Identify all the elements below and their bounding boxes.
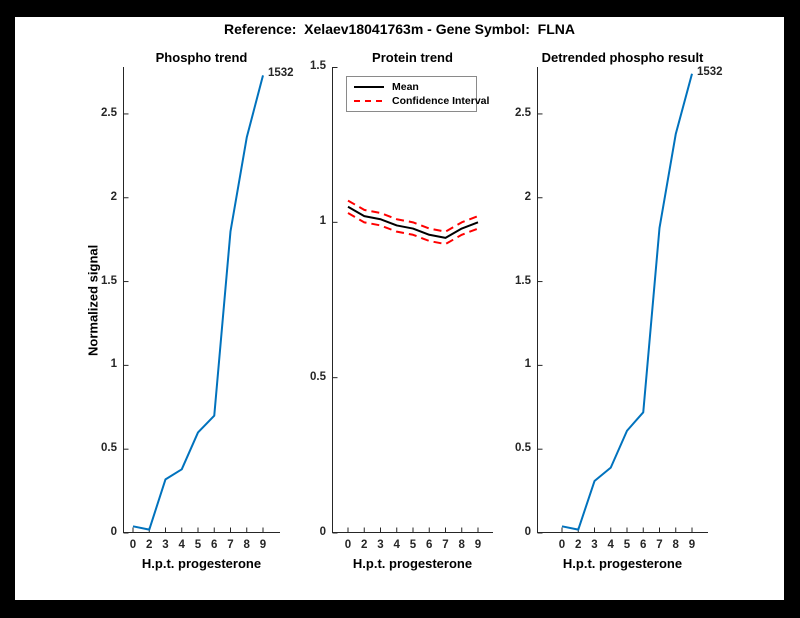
x-tick-label: 3 xyxy=(162,539,169,551)
x-tick-label: 4 xyxy=(607,539,614,551)
figure-title: Reference: Xelaev18041763m - Gene Symbol… xyxy=(224,21,575,37)
x-axis-label: H.p.t. progesterone xyxy=(141,556,262,571)
y-axis-label: Normalized signal xyxy=(85,244,101,356)
x-tick-label: 4 xyxy=(178,539,185,551)
x-tick-label: 0 xyxy=(344,539,352,551)
y-tick-label: 1 xyxy=(110,358,117,371)
y-tick-label: 0 xyxy=(319,526,326,538)
subplot-detrended-phospho: Detrended phospho result H.p.t. progeste… xyxy=(515,50,723,571)
y-tick-label: 0 xyxy=(524,526,531,538)
x-tick-label: 5 xyxy=(623,539,631,551)
plot-area xyxy=(123,67,280,534)
subplot-phospho-trend: Phospho trend Normalized signal H.p.t. p… xyxy=(86,50,294,571)
x-tick-label: 9 xyxy=(474,539,482,551)
plot-area xyxy=(537,67,708,534)
subplot-title: Protein trend xyxy=(372,50,453,65)
x-tick-label: 2 xyxy=(146,539,153,551)
x-tick-label: 4 xyxy=(393,539,400,551)
x-tick-label: 3 xyxy=(377,539,384,551)
x-tick-label: 3 xyxy=(591,539,598,551)
y-tick-label: 0.5 xyxy=(101,442,117,455)
legend-label: Confidence Interval xyxy=(392,95,490,107)
series-phospho-signal xyxy=(132,75,264,531)
series-detrended-phospho-signal xyxy=(561,73,693,531)
endpoint-count-label: 1532 xyxy=(697,65,723,78)
y-tick-label: 2.5 xyxy=(101,106,117,119)
x-axis-label: H.p.t. progesterone xyxy=(352,556,473,571)
x-tick-label: 7 xyxy=(656,539,663,551)
legend-label: Mean xyxy=(392,81,419,93)
y-tick-label: 1 xyxy=(524,358,531,371)
y-tick-label: 0.5 xyxy=(310,370,326,383)
y-tick-label: 1.5 xyxy=(515,274,531,287)
subplot-title: Phospho trend xyxy=(155,50,248,65)
legend-box: Mean Confidence Interval xyxy=(346,76,489,112)
x-tick-label: 5 xyxy=(409,539,417,551)
x-tick-label: 8 xyxy=(672,539,679,551)
y-tick-label: 0.5 xyxy=(515,442,531,455)
subplot-title: Detrended phospho result xyxy=(541,50,704,65)
mean-line-sample-icon xyxy=(354,86,384,88)
endpoint-count-label: 1532 xyxy=(268,67,294,80)
x-tick-label: 7 xyxy=(227,539,234,551)
x-tick-label: 0 xyxy=(558,539,566,551)
x-tick-label: 8 xyxy=(243,539,250,551)
matlab-figure: Reference: Xelaev18041763m - Gene Symbol… xyxy=(15,17,784,600)
legend-entry-mean: Mean xyxy=(354,81,469,93)
legend-entry-confidence-interval: Confidence Interval xyxy=(354,95,489,107)
y-tick-label: 1.5 xyxy=(101,274,117,287)
series-confidence-interval-lower xyxy=(347,212,479,246)
x-tick-label: 8 xyxy=(458,539,465,551)
x-tick-label: 2 xyxy=(575,539,582,551)
ci-line-sample-icon xyxy=(354,100,384,102)
x-tick-label: 9 xyxy=(688,539,696,551)
series-mean xyxy=(347,205,479,239)
plot-area xyxy=(332,67,493,534)
y-tick-label: 2 xyxy=(524,190,531,203)
x-tick-label: 2 xyxy=(361,539,368,551)
y-tick-label: 1 xyxy=(319,215,326,228)
y-tick-label: 2 xyxy=(110,190,117,203)
x-tick-label: 0 xyxy=(129,539,137,551)
x-tick-label: 6 xyxy=(640,539,647,551)
subplot-protein-trend: Protein trend H.p.t. progesterone Mean C… xyxy=(310,50,493,571)
y-tick-label: 1.5 xyxy=(310,60,326,72)
x-tick-label: 7 xyxy=(442,539,449,551)
series-confidence-interval-upper xyxy=(347,199,479,233)
x-tick-label: 6 xyxy=(426,539,433,551)
x-tick-label: 5 xyxy=(194,539,202,551)
y-tick-label: 0 xyxy=(110,526,117,538)
x-tick-label: 6 xyxy=(211,539,218,551)
x-axis-label: H.p.t. progesterone xyxy=(562,556,683,571)
y-tick-label: 2.5 xyxy=(515,106,531,119)
x-tick-label: 9 xyxy=(259,539,267,551)
